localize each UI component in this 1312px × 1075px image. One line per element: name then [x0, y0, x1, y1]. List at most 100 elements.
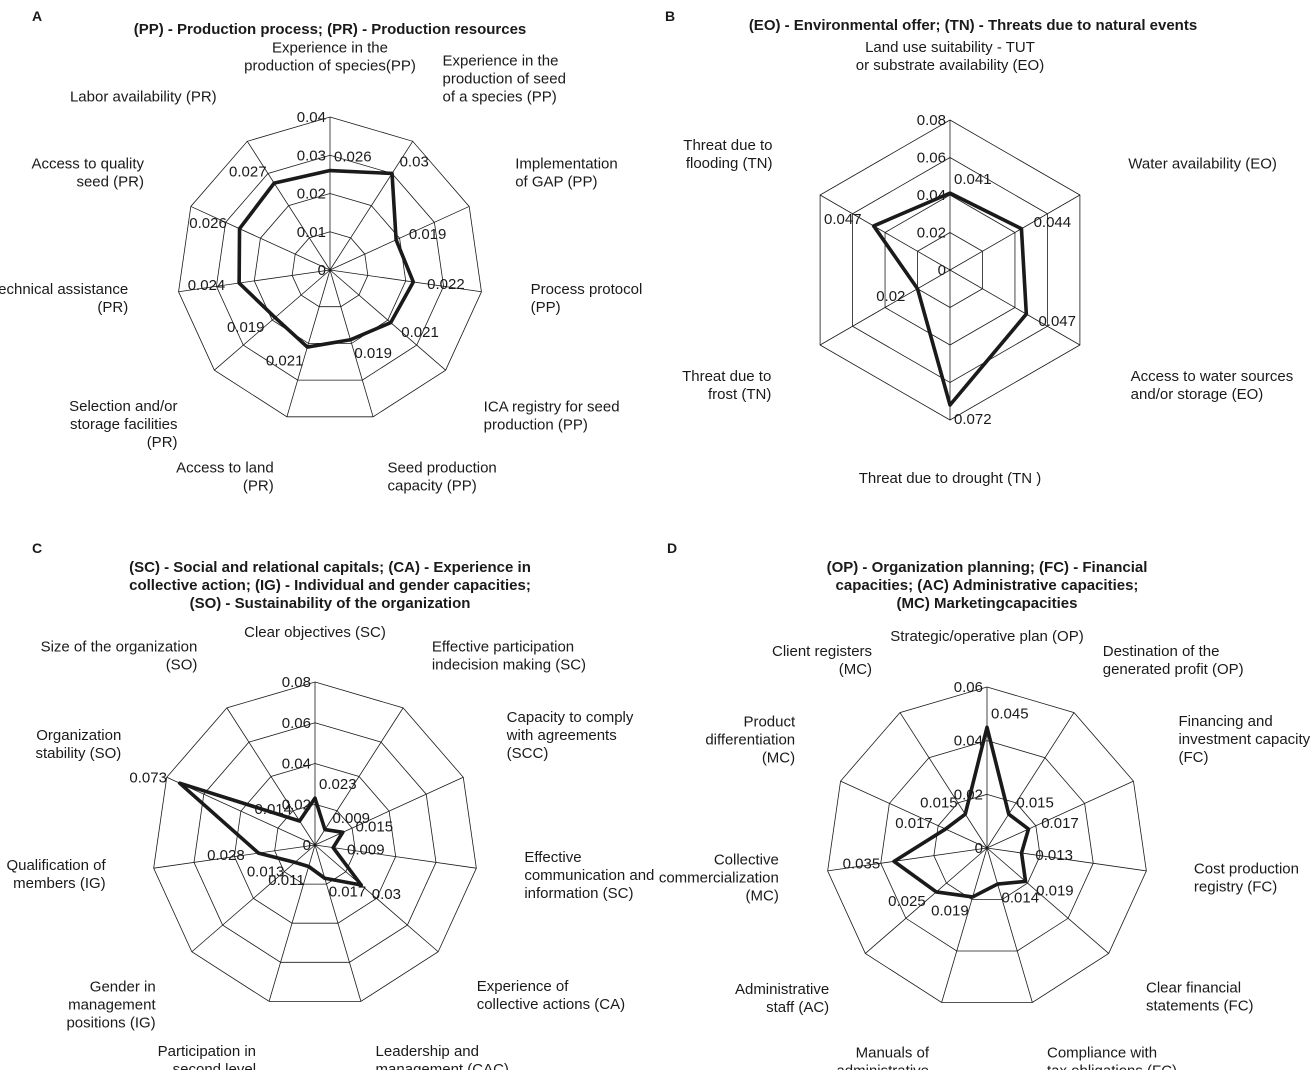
panel-b-data-label: 0.047	[824, 211, 862, 228]
panel-a-letter: A	[32, 8, 42, 24]
panel-b-spoke	[819, 269, 951, 346]
panel-c-data-label: 0.009	[332, 810, 370, 827]
panel-a-spoke	[329, 269, 446, 371]
panel-c-tick-label: 0.04	[282, 756, 311, 773]
panel-a-axis-label: Selection and/or storage facilities (PR)	[69, 398, 177, 451]
panel-a-data-label: 0.019	[227, 319, 265, 336]
panel-d-axis-label: Destination of the generated profit (OP)	[1103, 643, 1244, 678]
panel-d-spoke	[941, 847, 988, 1003]
panel-c-data-label: 0.015	[356, 818, 394, 835]
panel-c-axis-label: Experience of collective actions (CA)	[477, 978, 625, 1013]
panel-c-axis-label: Qualification of members (IG)	[6, 857, 106, 892]
panel-b-tick-label: 0.02	[917, 225, 946, 242]
panel-d-spoke	[986, 712, 1075, 849]
panel-d-spoke	[986, 847, 1033, 1003]
panel-b-axis-label: Land use suitability - TUT or substrate a…	[856, 39, 1044, 74]
panel-c-data-label: 0.073	[129, 769, 167, 786]
panel-a-spoke	[286, 269, 331, 417]
panel-a-spoke	[214, 269, 331, 371]
panel-d-data-label: 0.015	[1016, 794, 1054, 811]
panel-d-axis-label: Cost production registry (FC)	[1194, 860, 1299, 895]
panel-c-grid-ring	[274, 803, 356, 885]
panel-c-spoke	[153, 844, 316, 869]
panel-a-axis-label: Implementation of GAP (PP)	[515, 155, 618, 190]
panel-a-axis-label: Technical assistance (PR)	[0, 281, 128, 316]
panel-b-title: (EO) - Environmental offer; (TN) - Threa…	[749, 17, 1197, 34]
panel-b-data-label: 0.072	[954, 411, 992, 428]
panel-b-axis-label: Access to water sources and/or storage (E…	[1131, 368, 1294, 403]
panel-a-grid-ring	[291, 231, 369, 308]
panel-d-spoke	[899, 712, 988, 849]
panel-a-data-label: 0.021	[266, 353, 304, 370]
panel-d-spoke	[865, 847, 988, 954]
panel-a-spoke	[178, 269, 331, 293]
panel-d-data-label: 0.025	[888, 893, 926, 910]
panel-a-tick-label: 0.01	[297, 224, 326, 241]
panel-d-data-label: 0.014	[1002, 889, 1040, 906]
panel-d-grid-ring	[880, 740, 1094, 952]
panel-d-spoke	[986, 780, 1134, 849]
panel-d-data-label: 0.019	[1036, 883, 1074, 900]
panel-a-axis-label: Access to quality seed (PR)	[31, 155, 144, 190]
panel-d-tick-label: 0.04	[954, 733, 983, 750]
panel-c-spoke	[314, 776, 464, 846]
panel-c-axis-label: Gender in management positions (IG)	[66, 979, 156, 1032]
panel-d-title: (OP) - Organization planning; (FC) - Fin…	[827, 559, 1148, 612]
panel-c-grid-ring	[193, 722, 437, 963]
panel-a-series-line	[237, 168, 416, 349]
panel-a-axis-label: Process protocol (PP)	[531, 281, 643, 316]
panel-b-data-label: 0.044	[1034, 214, 1072, 231]
panel-c-axis-label: Capacity to comply with agreements (SCC)	[506, 709, 634, 762]
panel-c-spoke	[314, 844, 477, 869]
panel-c-axis-label: Leadership and management (CAC)	[376, 1043, 509, 1070]
panel-d-letter: D	[667, 540, 677, 556]
panel-a-spoke	[190, 206, 331, 271]
panel-a-axis-label: ICA registry for seed production (PP)	[484, 398, 620, 433]
panel-c-tick-label: 0.06	[282, 715, 311, 732]
panel-b-axis-label: Threat due to flooding (TN)	[683, 137, 772, 172]
panel-a-axis-label: Access to land (PR)	[176, 460, 274, 495]
panel-c-axis-label: Size of the organization (SO)	[41, 639, 198, 674]
panel-a-spoke	[329, 141, 414, 271]
panel-d-axis-label: Manuals ofadministrativefunctions (AC)	[834, 1045, 930, 1070]
panel-a-tick-label: 0.03	[297, 147, 326, 164]
panel-c-series-line	[177, 781, 363, 887]
panel-c-axis-label: Clear objectives (SC)	[244, 624, 386, 641]
panel-d-spoke	[986, 847, 1147, 872]
panel-a-axis-label: Seed production capacity (PP)	[388, 460, 497, 495]
panel-a-grid-ring	[178, 116, 482, 418]
panel-a-axis-label: Experience in the production of species(P…	[244, 40, 416, 75]
panel-d-axis-label: Product differentiation (MC)	[705, 713, 796, 766]
panel-d-axis-label: Compliance withtax obligations (FC)	[1047, 1045, 1177, 1070]
panel-d-spoke	[827, 847, 988, 872]
panel-b-spoke	[949, 269, 1081, 346]
panel-d-data-label: 0.017	[1041, 815, 1079, 832]
panel-a-data-label: 0.03	[400, 154, 429, 171]
panel-d-tick-label: 0	[975, 840, 983, 857]
panel-a-data-label: 0.026	[334, 149, 372, 166]
panel-d-tick-label: 0.06	[954, 679, 983, 696]
panel-d-spoke	[986, 847, 1109, 954]
panel-a-tick-label: 0	[318, 262, 326, 279]
panel-a-data-label: 0.019	[409, 226, 447, 243]
panel-b-axis-label: Threat due to drought (TN )	[859, 470, 1042, 487]
panel-a-data-label: 0.024	[188, 277, 226, 294]
panel-c-axis-label: Organization stability (SO)	[35, 727, 121, 762]
panel-d-series-line	[892, 725, 1031, 899]
panel-d-data-label: 0.035	[843, 855, 881, 872]
panel-c-axis-label: Effective participation indecision making…	[432, 639, 586, 674]
panel-d-axis-label: Financing and investment capacity (FC)	[1178, 713, 1310, 766]
panel-a-data-label: 0.019	[354, 345, 392, 362]
panel-c-spoke	[314, 844, 362, 1002]
panel-b-letter: B	[665, 8, 675, 24]
panel-a-spoke	[329, 206, 470, 271]
panel-d-data-label: 0.017	[895, 815, 933, 832]
panel-d-grid-ring	[827, 686, 1147, 1003]
panel-c-axis-label: Effective communication and information (S…	[524, 849, 654, 902]
panel-b-data-label: 0.047	[1038, 313, 1076, 330]
panel-c-data-label: 0.014	[254, 801, 292, 818]
panel-a-data-label: 0.027	[229, 163, 267, 180]
panel-c-spoke	[268, 844, 316, 1002]
panel-b-spoke	[819, 194, 951, 271]
